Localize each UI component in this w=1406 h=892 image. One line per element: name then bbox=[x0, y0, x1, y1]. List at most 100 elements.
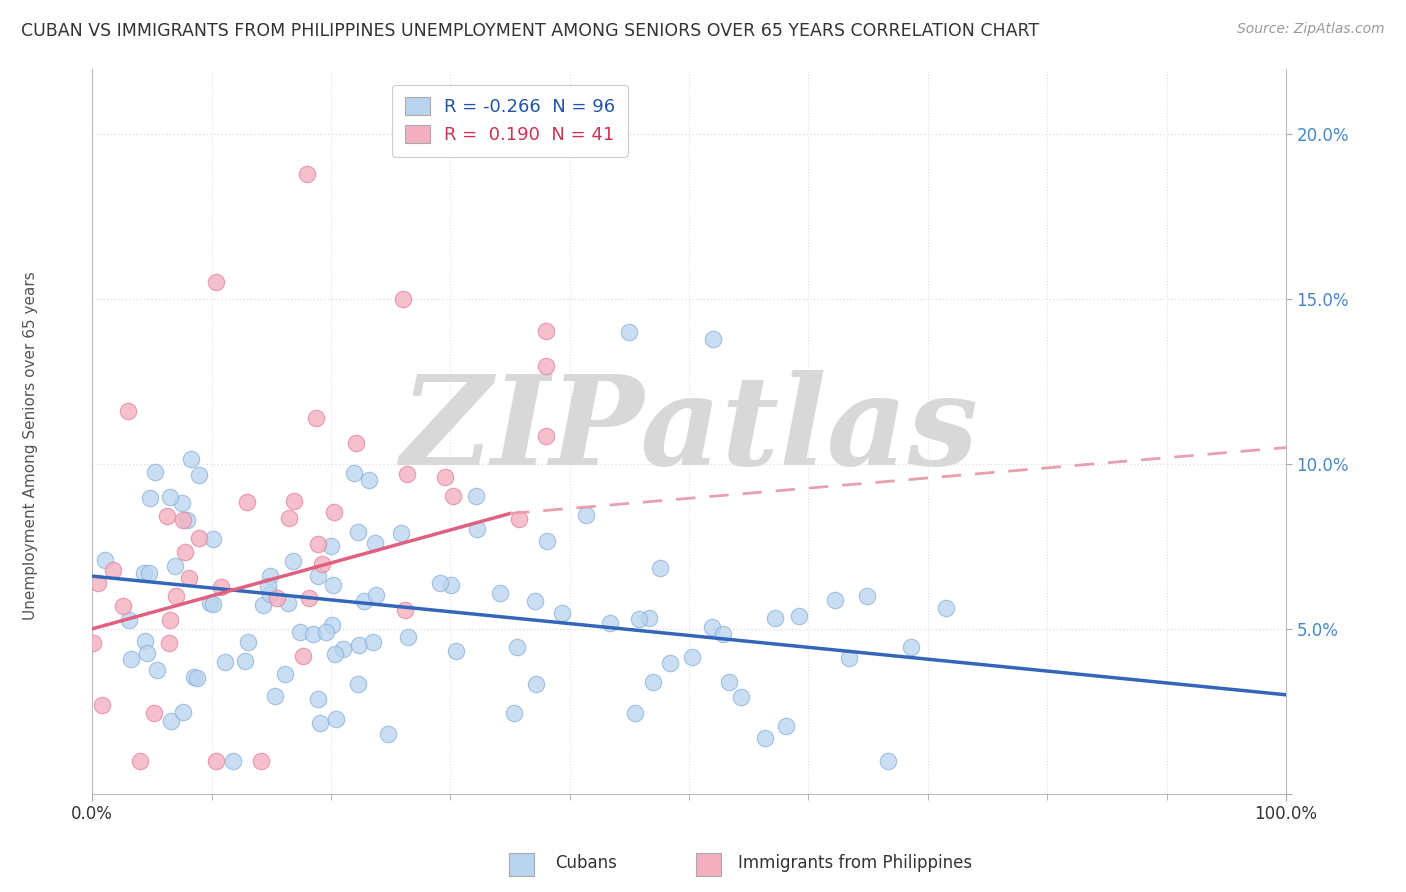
Point bbox=[534, 429, 557, 443]
Point bbox=[174, 545, 197, 559]
Point bbox=[187, 468, 209, 483]
Point bbox=[202, 533, 225, 547]
Point bbox=[214, 656, 236, 670]
Point bbox=[186, 671, 208, 685]
Text: Immigrants from Philippines: Immigrants from Philippines bbox=[738, 855, 973, 872]
Text: Source: ZipAtlas.com: Source: ZipAtlas.com bbox=[1237, 22, 1385, 37]
Point bbox=[508, 512, 530, 526]
Point bbox=[87, 575, 110, 590]
Point bbox=[315, 625, 337, 640]
Point bbox=[332, 642, 354, 657]
Point bbox=[259, 587, 281, 601]
Point bbox=[357, 474, 380, 488]
Point bbox=[179, 571, 201, 585]
Point bbox=[235, 495, 257, 509]
Point bbox=[429, 576, 451, 591]
Point bbox=[717, 675, 740, 690]
Point bbox=[488, 586, 510, 600]
Point bbox=[266, 591, 288, 605]
Point bbox=[132, 566, 155, 581]
Point bbox=[309, 715, 332, 730]
Point bbox=[754, 731, 776, 745]
Point bbox=[236, 635, 259, 649]
Point bbox=[142, 706, 165, 720]
Point bbox=[302, 626, 325, 640]
Point bbox=[307, 537, 329, 551]
Point bbox=[876, 754, 898, 768]
Point bbox=[623, 706, 645, 721]
Point bbox=[506, 640, 529, 655]
Point bbox=[165, 589, 187, 603]
Point bbox=[263, 689, 285, 703]
Point bbox=[321, 618, 343, 632]
Point bbox=[353, 593, 375, 607]
Point bbox=[163, 559, 186, 574]
Point bbox=[278, 510, 301, 524]
Text: ZIPatlas: ZIPatlas bbox=[401, 370, 979, 491]
Point bbox=[295, 167, 318, 181]
Point bbox=[711, 627, 734, 641]
Point bbox=[291, 648, 314, 663]
Point bbox=[391, 292, 413, 306]
Point bbox=[377, 727, 399, 741]
Point bbox=[117, 403, 139, 417]
Point bbox=[344, 436, 367, 450]
Point bbox=[112, 599, 135, 614]
Point bbox=[465, 523, 488, 537]
Point bbox=[143, 465, 166, 479]
Point bbox=[325, 712, 347, 726]
Point bbox=[200, 597, 222, 611]
Point bbox=[222, 754, 245, 768]
Point bbox=[129, 754, 152, 768]
Point bbox=[323, 505, 346, 519]
Point bbox=[283, 554, 305, 568]
Point bbox=[183, 670, 205, 684]
Point bbox=[363, 535, 385, 549]
Point bbox=[575, 508, 598, 523]
Point bbox=[249, 754, 271, 768]
Point bbox=[659, 656, 682, 670]
Point bbox=[534, 359, 557, 373]
Point bbox=[307, 691, 329, 706]
Point bbox=[643, 674, 665, 689]
Point bbox=[160, 714, 183, 728]
Point bbox=[394, 603, 416, 617]
Point bbox=[146, 664, 169, 678]
Point bbox=[319, 539, 342, 553]
Point bbox=[305, 411, 328, 425]
Point bbox=[396, 630, 419, 644]
Point bbox=[205, 276, 228, 290]
Point bbox=[259, 569, 281, 583]
Point bbox=[157, 635, 180, 649]
Point bbox=[172, 513, 194, 527]
Point bbox=[274, 666, 297, 681]
Point bbox=[205, 754, 228, 768]
Point bbox=[283, 494, 305, 508]
Point bbox=[138, 566, 160, 580]
Point bbox=[389, 526, 412, 541]
Point bbox=[94, 552, 117, 566]
Text: Unemployment Among Seniors over 65 years: Unemployment Among Seniors over 65 years bbox=[24, 272, 38, 620]
Point bbox=[361, 635, 384, 649]
Point bbox=[599, 616, 621, 631]
Point bbox=[702, 619, 724, 633]
Point bbox=[297, 591, 319, 606]
Point bbox=[159, 490, 181, 504]
Point bbox=[465, 489, 488, 503]
Point bbox=[775, 719, 797, 733]
Point bbox=[765, 611, 787, 625]
Point bbox=[434, 470, 457, 484]
Point bbox=[134, 633, 156, 648]
Point bbox=[366, 588, 388, 602]
Point bbox=[503, 706, 526, 720]
Point bbox=[824, 593, 846, 607]
Point bbox=[534, 324, 557, 338]
Point bbox=[347, 677, 370, 691]
Text: Cubans: Cubans bbox=[555, 855, 617, 872]
Point bbox=[325, 648, 347, 662]
Point bbox=[118, 613, 141, 627]
Point bbox=[730, 690, 752, 704]
Point bbox=[252, 599, 274, 613]
Point bbox=[257, 579, 280, 593]
Point bbox=[440, 577, 463, 591]
